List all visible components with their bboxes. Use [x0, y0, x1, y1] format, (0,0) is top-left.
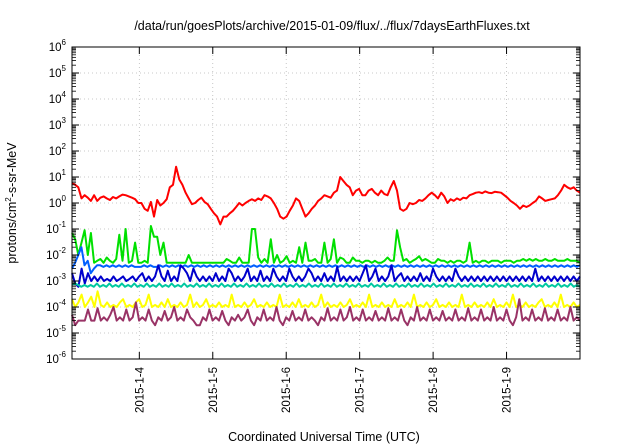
y-tick-label: 10-2	[46, 246, 66, 262]
y-tick-label: 10-5	[46, 324, 66, 340]
y-tick-label: 101	[49, 168, 67, 184]
y-tick-label: 106	[49, 38, 67, 54]
y-axis-label-sup: 2	[4, 197, 13, 202]
y-tick-label: 10-3	[46, 272, 66, 288]
x-tick-label: 2015-1-4	[134, 366, 146, 413]
axis-ticks	[72, 46, 580, 360]
y-tick-label: 103	[49, 116, 67, 132]
chart-title: /data/run/goesPlots/archive/2015-01-09/f…	[134, 19, 530, 33]
series-line-5	[71, 282, 581, 288]
x-tick-label: 2015-1-7	[355, 367, 367, 413]
y-tick-label: 10-6	[46, 350, 66, 366]
series-line-1	[71, 165, 581, 226]
series-line-2	[71, 225, 581, 264]
y-axis-label-rest: -s-sr-MeV	[5, 142, 19, 198]
x-tick-label: 2015-1-5	[208, 367, 220, 413]
x-axis-label: Coordinated Universal Time (UTC)	[228, 430, 420, 444]
x-tick-labels: 2015-1-4 2015-1-5 2015-1-6 2015-1-7 2015-1-8…	[134, 366, 513, 413]
series-line-7	[71, 298, 581, 327]
y-tick-label: 104	[49, 90, 67, 106]
y-tick-label: 10-4	[46, 298, 66, 314]
y-tick-label: 10-1	[46, 220, 66, 236]
x-tick-label: 2015-1-8	[428, 367, 440, 413]
y-axis-label: protons/cm2-s-sr-MeV	[4, 142, 19, 264]
data-series	[71, 165, 581, 327]
y-tick-label: 100	[49, 194, 67, 210]
y-axis-label-main: protons/cm	[5, 202, 19, 264]
x-tick-label: 2015-1-9	[502, 367, 514, 413]
y-tick-labels: 10-6 10-5 10-4 10-3 10-2 10-1 100 101 102 103 104 1…	[46, 38, 66, 366]
series-line-6	[71, 290, 581, 308]
series-line-4	[71, 264, 581, 288]
y-tick-label: 102	[49, 142, 67, 158]
y-tick-label: 105	[49, 64, 67, 80]
series-line-3	[71, 246, 581, 275]
x-tick-label: 2015-1-6	[281, 367, 293, 413]
